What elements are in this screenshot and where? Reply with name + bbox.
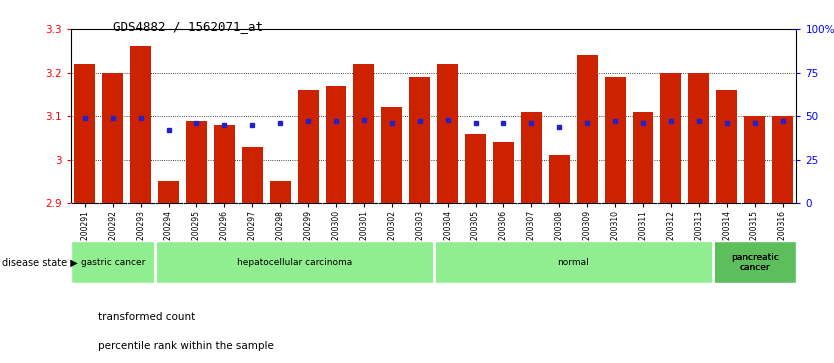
Bar: [549, 155, 570, 203]
Bar: [688, 73, 709, 203]
Bar: [661, 73, 681, 203]
Bar: [325, 86, 346, 203]
Bar: [434, 241, 713, 283]
Bar: [242, 147, 263, 203]
Bar: [158, 182, 179, 203]
Bar: [713, 241, 796, 283]
Bar: [71, 241, 154, 283]
Bar: [409, 77, 430, 203]
Bar: [298, 90, 319, 203]
Bar: [576, 55, 598, 203]
Text: pancreatic
cancer: pancreatic cancer: [731, 253, 779, 272]
Bar: [716, 90, 737, 203]
Bar: [465, 134, 486, 203]
Text: normal: normal: [557, 258, 589, 267]
Bar: [269, 182, 291, 203]
Bar: [74, 64, 95, 203]
Bar: [154, 241, 434, 283]
Text: gastric cancer: gastric cancer: [81, 258, 145, 267]
Bar: [354, 64, 374, 203]
Bar: [493, 142, 514, 203]
Bar: [632, 112, 654, 203]
Bar: [772, 116, 793, 203]
Text: percentile rank within the sample: percentile rank within the sample: [98, 340, 274, 351]
Bar: [605, 77, 626, 203]
Bar: [214, 125, 235, 203]
Bar: [713, 241, 796, 283]
Bar: [130, 46, 151, 203]
Text: disease state ▶: disease state ▶: [2, 257, 78, 267]
Text: transformed count: transformed count: [98, 311, 195, 322]
Bar: [521, 112, 542, 203]
Bar: [744, 116, 765, 203]
Bar: [103, 73, 123, 203]
Bar: [186, 121, 207, 203]
Text: pancreatic
cancer: pancreatic cancer: [731, 253, 779, 272]
Text: GDS4882 / 1562071_at: GDS4882 / 1562071_at: [113, 20, 263, 33]
Text: hepatocellular carcinoma: hepatocellular carcinoma: [237, 258, 352, 267]
Bar: [437, 64, 458, 203]
Bar: [381, 107, 402, 203]
